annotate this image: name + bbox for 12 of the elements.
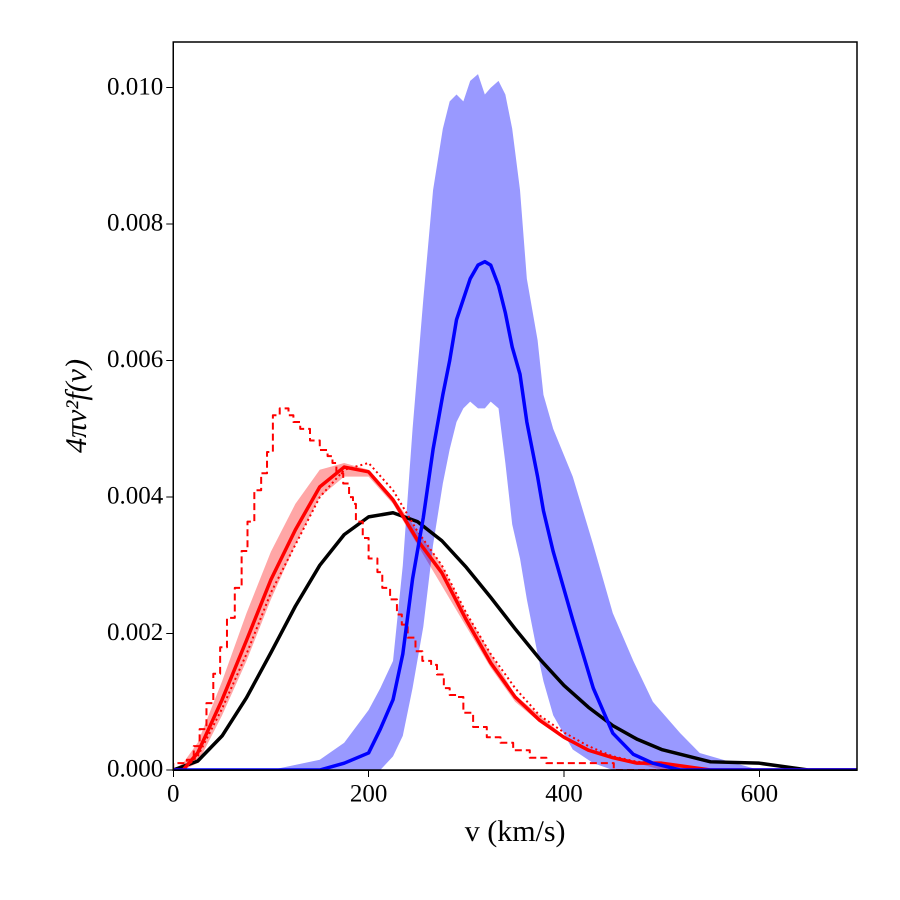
y-axis-title: 4πv²f(v) <box>60 359 93 453</box>
x-axis-title: v (km/s) <box>464 814 566 848</box>
y-tick-label: 0.004 <box>107 482 164 510</box>
y-tick-label: 0.002 <box>107 619 164 646</box>
x-tick-label: 0 <box>167 780 180 808</box>
y-tick-label: 0.008 <box>107 210 164 237</box>
x-tick-label: 400 <box>545 780 583 808</box>
x-tick-label: 200 <box>350 780 388 808</box>
y-tick-label: 0.006 <box>107 346 164 374</box>
x-tick-label: 600 <box>740 780 778 808</box>
y-tick-label: 0.010 <box>107 73 164 100</box>
y-tick-label: 0.000 <box>107 756 164 783</box>
